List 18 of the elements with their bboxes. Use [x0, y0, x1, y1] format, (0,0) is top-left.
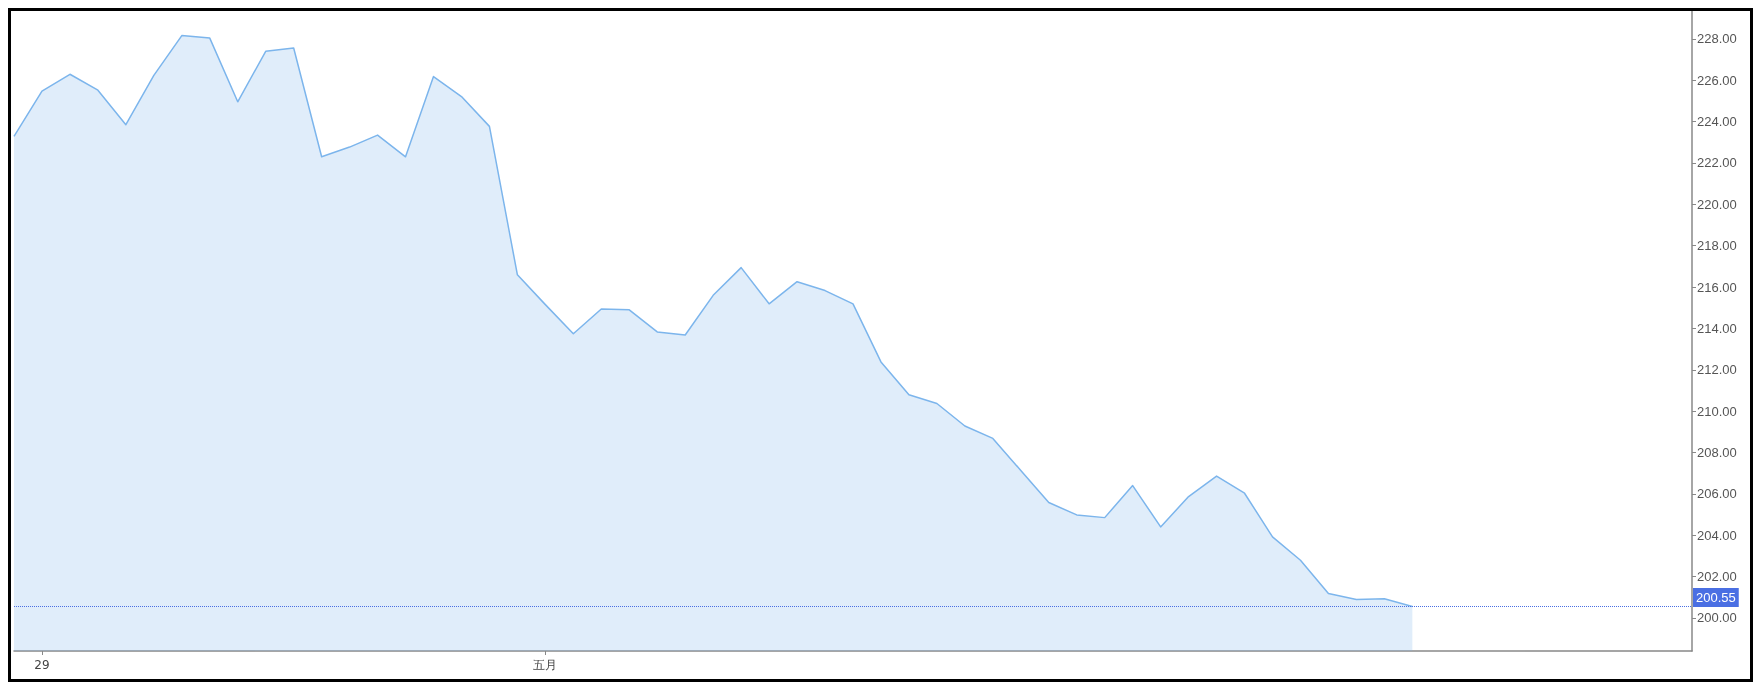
x-tick-label: 29 — [34, 658, 50, 672]
y-tick-label: 212.00 — [1697, 362, 1737, 378]
y-tick-label: 208.00 — [1697, 444, 1737, 460]
y-tick-label: 204.00 — [1697, 527, 1737, 543]
y-tick-label: 210.00 — [1697, 403, 1737, 419]
y-tick-label: 214.00 — [1697, 320, 1737, 336]
y-tick-label: 216.00 — [1697, 279, 1737, 295]
y-tick-label: 220.00 — [1697, 196, 1737, 212]
y-tick-label: 224.00 — [1697, 114, 1737, 130]
ref-line-label: 200.55 — [1696, 590, 1736, 606]
y-tick-label: 200.00 — [1697, 610, 1737, 626]
y-tick-label: 228.00 — [1697, 31, 1737, 47]
y-tick-label: 218.00 — [1697, 238, 1737, 254]
x-tick-label: 五月 — [533, 658, 558, 672]
y-tick-label: 222.00 — [1697, 155, 1737, 171]
y-tick-label: 226.00 — [1697, 72, 1737, 88]
y-tick-label: 206.00 — [1697, 486, 1737, 502]
y-tick-label: 202.00 — [1697, 569, 1737, 585]
